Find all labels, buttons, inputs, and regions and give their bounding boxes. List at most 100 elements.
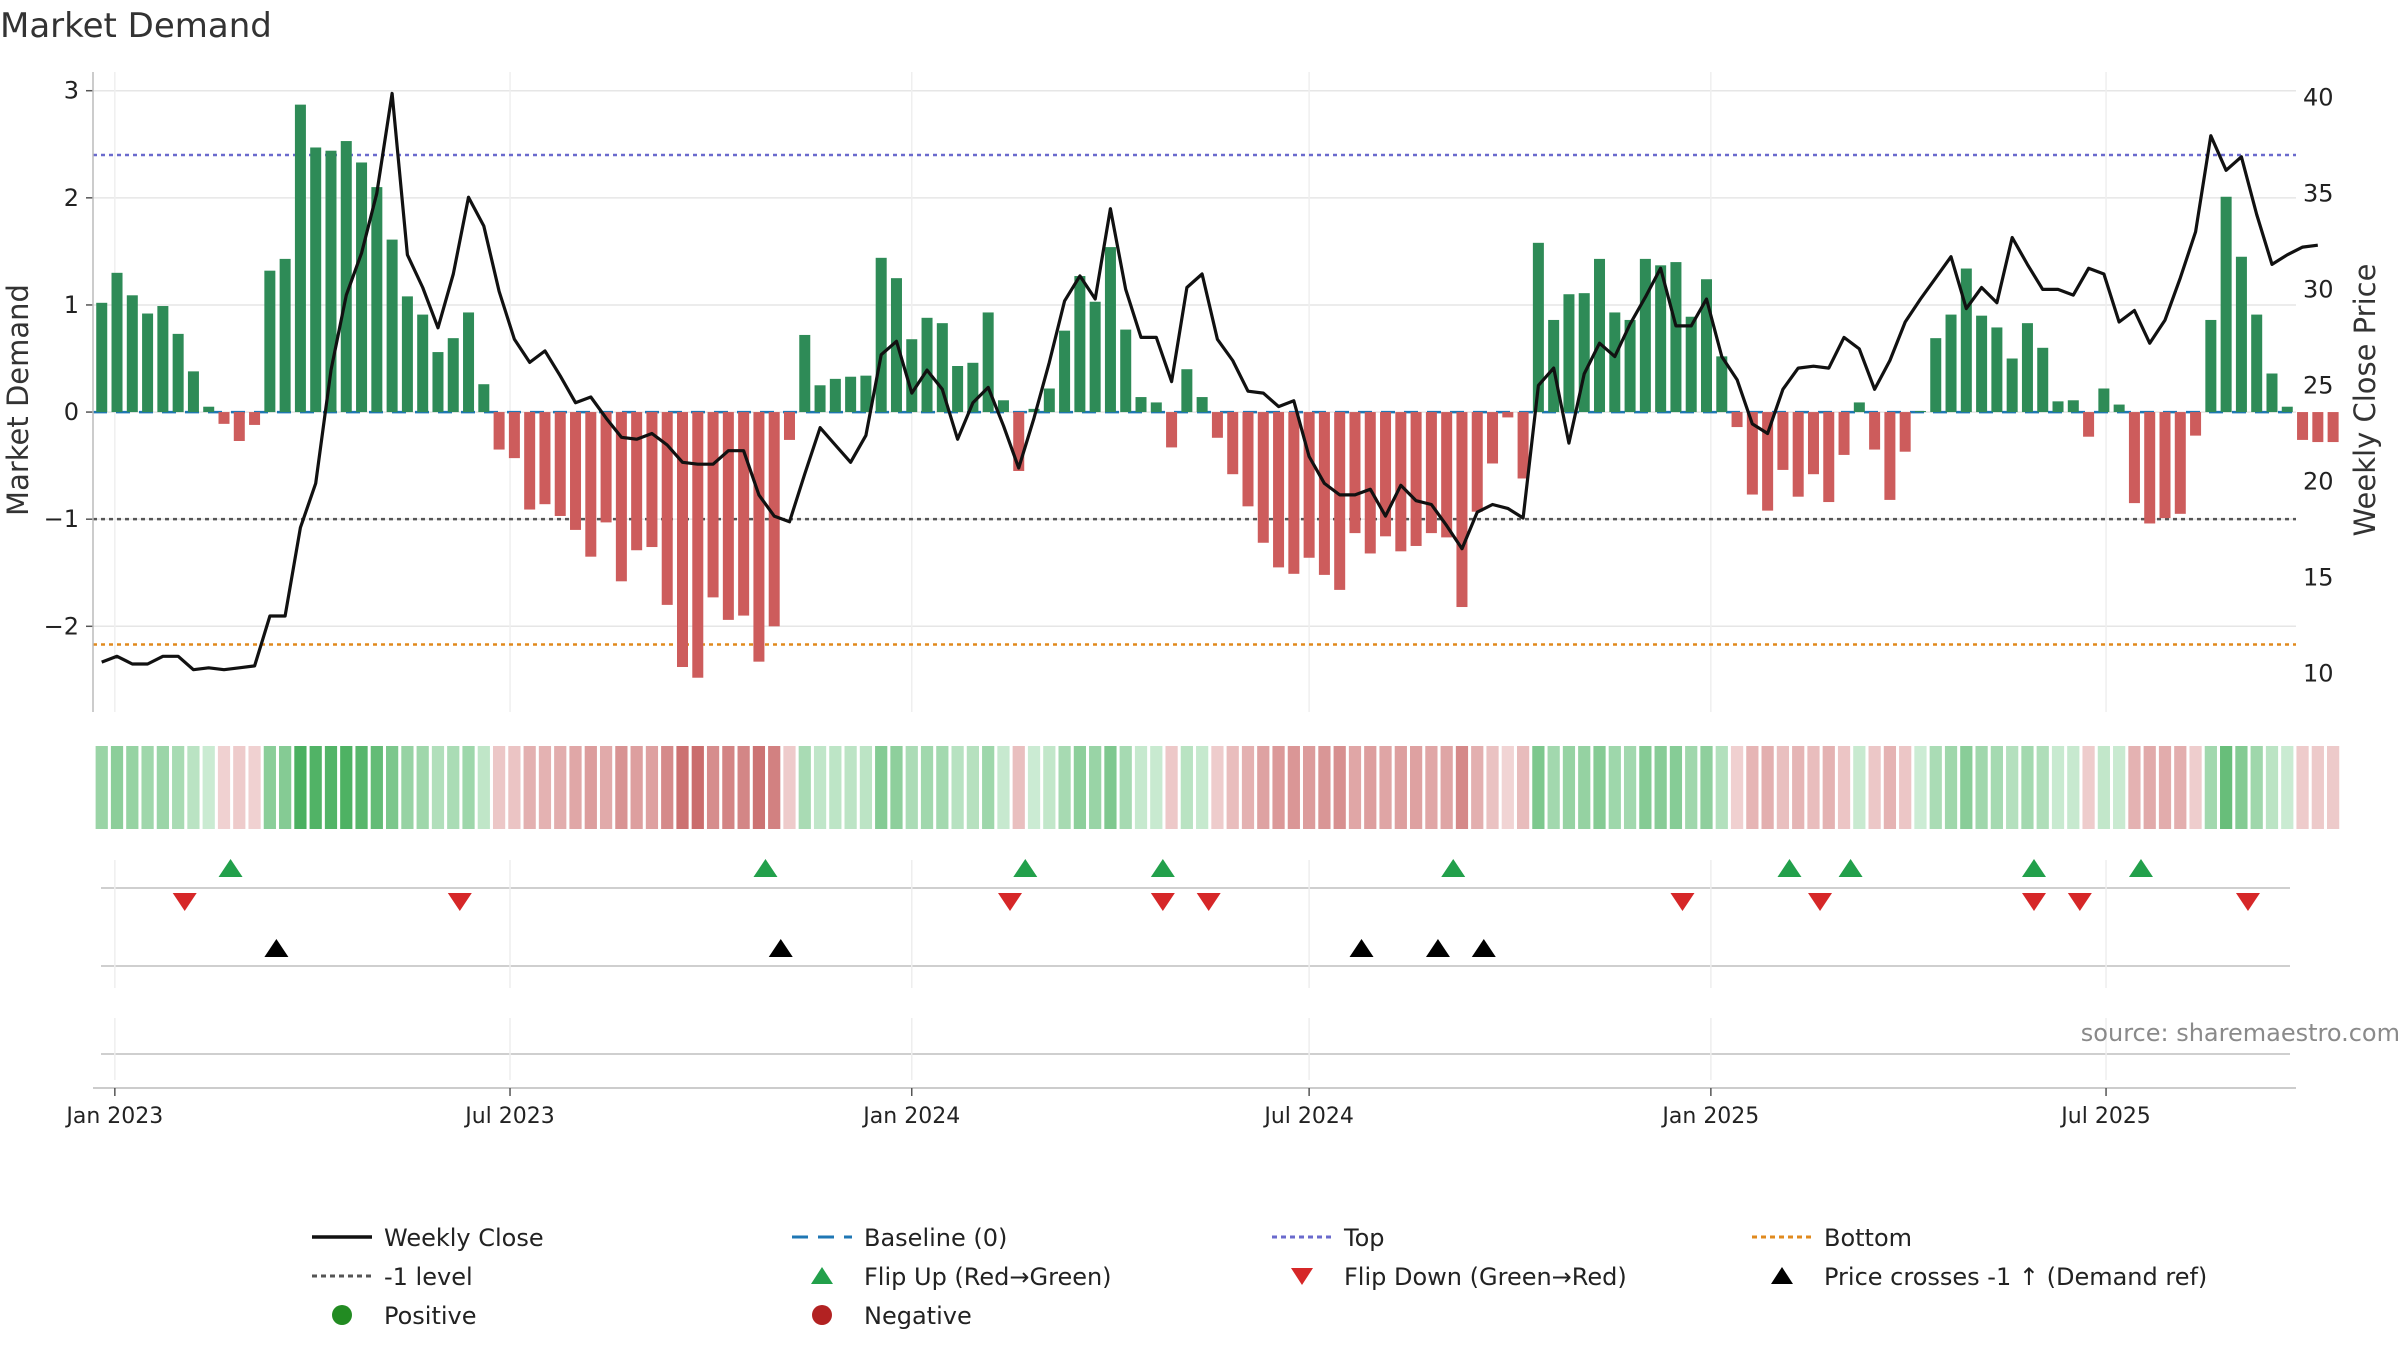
legend-item: Top [1272,1224,1385,1252]
heat-cell [1593,746,1606,829]
demand-bar [264,270,276,413]
heat-cell [431,746,445,829]
demand-bar [1089,301,1101,413]
heat-cell [966,746,980,829]
flip-up-marker [1441,859,1466,877]
demand-bar [814,385,826,413]
y-axis-label: Market Demand [1,284,35,516]
flip-up-marker [218,859,243,877]
demand-bar [906,339,918,413]
heat-cell [523,746,536,829]
heat-cell [1715,746,1728,829]
demand-bar [447,338,459,413]
heat-cell [1914,746,1927,829]
heat-cell [370,746,383,829]
heat-cell [1792,746,1805,829]
demand-bar [1211,412,1223,438]
demand-bar [1991,327,2003,413]
legend-label: Flip Up (Red→Green) [864,1263,1112,1291]
demand-bar [1104,247,1116,413]
demand-bar [1227,412,1239,475]
heat-cell [737,746,750,829]
heat-cell [126,746,139,829]
demand-bar [982,312,994,413]
heat-cell [110,746,124,829]
heat-cell [1134,746,1148,829]
heat-cell [1899,746,1912,829]
demand-bar [2205,319,2217,413]
demand-bar [722,412,734,620]
heat-cell [1730,746,1744,829]
heat-cell [982,746,995,829]
demand-bar [921,317,933,413]
demand-bar [1639,258,1651,413]
demand-bar [2266,373,2278,413]
demand-bar [1487,412,1499,464]
heat-cell [615,746,628,829]
demand-bar [768,412,780,627]
demand-bar [738,412,750,616]
heat-cell [569,746,582,829]
flip-up-marker [753,859,778,877]
heat-cell [1547,746,1560,829]
flip-up-marker [2128,859,2153,877]
demand-bar [2067,400,2079,413]
x-axis: Jan 2023 Jul 2023 Jan 2024 Jul 2024 Jan 2025… [64,1087,2296,1129]
x-tick-label: Jul 2024 [1262,1104,1354,1129]
demand-bar [829,378,841,413]
flip-down-marker [1808,893,1833,911]
demand-bar [1425,412,1437,534]
demand-bar [1578,293,1590,413]
demand-bar [1181,369,1193,413]
heat-cell [141,746,154,829]
heat-cell [1685,746,1698,829]
legend-triangle-up-icon [1771,1267,1793,1284]
heat-cell [2189,746,2202,829]
demand-bar [1762,412,1774,511]
heat-cell [2174,746,2187,829]
y2-axis-label: Weekly Close Price [2348,264,2382,537]
heat-cell [875,746,888,829]
flip-down-marker [1150,893,1175,911]
legend-item: -1 level [312,1263,473,1291]
demand-bar [1624,319,1636,413]
heat-cell [630,746,643,829]
demand-bar [279,258,291,413]
demand-bar [2251,314,2263,413]
heat-cell [951,746,964,829]
heat-cell [263,746,276,829]
x-tick-label: Jul 2025 [2059,1104,2151,1129]
demand-bar [126,295,138,413]
demand-bar [1196,397,1208,413]
demand-bar [570,412,582,530]
demand-bar [1074,276,1086,413]
reference-lines [93,153,2296,646]
close-price-line [101,91,2318,672]
heat-cell [1837,746,1851,829]
heat-cell [798,746,811,829]
demand-bar [661,412,673,605]
heat-cell [172,746,185,829]
y2-axis: 40 35 30 25 20 15 10 [2303,83,2334,687]
heat-cell [706,746,720,829]
demand-bar [294,104,306,413]
heat-cell [1364,746,1377,829]
heat-cell [1516,746,1530,829]
heat-cell [1058,746,1071,829]
y2-tick-label: 15 [2303,564,2334,592]
legend-label: Bottom [1824,1224,1912,1252]
heat-cell [1440,746,1453,829]
demand-bar [111,272,123,413]
heat-cell [2250,746,2263,829]
heat-cell [1868,746,1881,829]
demand-bar [1563,294,1575,413]
heat-cell [2006,746,2019,829]
heat-cell [279,746,292,829]
demand-bar [2281,406,2293,413]
heat-cell [1822,746,1835,829]
legend-label: Baseline (0) [864,1224,1007,1252]
demand-bar [2297,412,2309,440]
flip-down-marker [172,893,197,911]
heat-cell [1578,746,1591,829]
heat-cell [1394,746,1407,829]
